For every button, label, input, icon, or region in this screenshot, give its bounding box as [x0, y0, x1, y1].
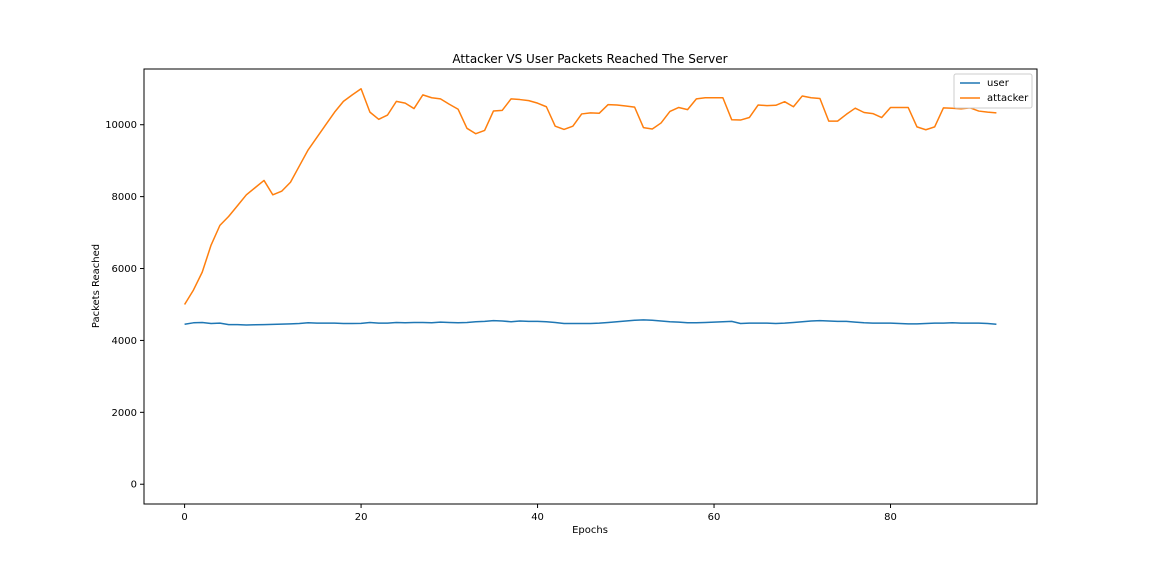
y-axis-label: Packets Reached	[91, 244, 102, 328]
y-tick-label: 2000	[112, 408, 137, 419]
x-axis: 0 20 40 60 80	[181, 504, 897, 523]
x-axis-label: Epochs	[572, 525, 608, 536]
x-tick-label: 60	[708, 512, 721, 523]
series-lines	[183, 88, 997, 326]
plot-area-frame	[143, 68, 1038, 505]
series-line-attacker	[183, 88, 997, 305]
x-tick-label: 20	[355, 512, 368, 523]
series-line-user	[184, 319, 997, 326]
y-tick-label: 0	[131, 480, 137, 491]
y-tick-label: 10000	[105, 120, 137, 131]
x-tick-label: 80	[884, 512, 897, 523]
y-tick-label: 8000	[112, 192, 137, 203]
y-tick-label: 6000	[112, 264, 137, 275]
y-tick-label: 4000	[112, 336, 137, 347]
x-tick-label: 40	[531, 512, 544, 523]
legend-label-attacker: attacker	[987, 93, 1029, 104]
legend: user attacker	[953, 73, 1033, 109]
legend-label-user: user	[987, 78, 1010, 89]
y-axis: 0 2000 4000 6000 8000 10000	[105, 120, 144, 491]
chart-title: Attacker VS User Packets Reached The Ser…	[452, 52, 727, 66]
x-tick-label: 0	[181, 512, 187, 523]
